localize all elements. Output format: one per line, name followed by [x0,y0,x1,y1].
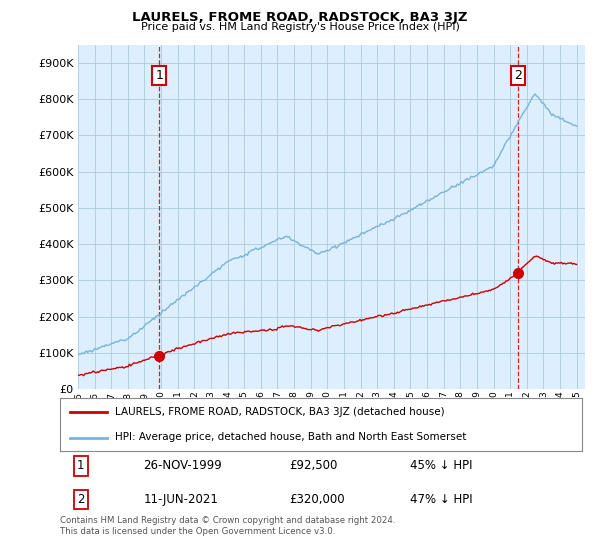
Text: £320,000: £320,000 [290,493,346,506]
Text: Contains HM Land Registry data © Crown copyright and database right 2024.
This d: Contains HM Land Registry data © Crown c… [60,516,395,536]
Text: LAURELS, FROME ROAD, RADSTOCK, BA3 3JZ (detached house): LAURELS, FROME ROAD, RADSTOCK, BA3 3JZ (… [115,407,445,417]
Text: 2: 2 [514,69,521,82]
Text: HPI: Average price, detached house, Bath and North East Somerset: HPI: Average price, detached house, Bath… [115,432,466,442]
Text: 47% ↓ HPI: 47% ↓ HPI [410,493,472,506]
Text: 45% ↓ HPI: 45% ↓ HPI [410,459,472,473]
Text: 26-NOV-1999: 26-NOV-1999 [143,459,222,473]
Text: 1: 1 [77,459,85,473]
Text: £92,500: £92,500 [290,459,338,473]
Text: 2: 2 [77,493,85,506]
Text: LAURELS, FROME ROAD, RADSTOCK, BA3 3JZ: LAURELS, FROME ROAD, RADSTOCK, BA3 3JZ [132,11,468,24]
Text: 11-JUN-2021: 11-JUN-2021 [143,493,218,506]
Text: Price paid vs. HM Land Registry's House Price Index (HPI): Price paid vs. HM Land Registry's House … [140,22,460,32]
Text: 1: 1 [155,69,163,82]
